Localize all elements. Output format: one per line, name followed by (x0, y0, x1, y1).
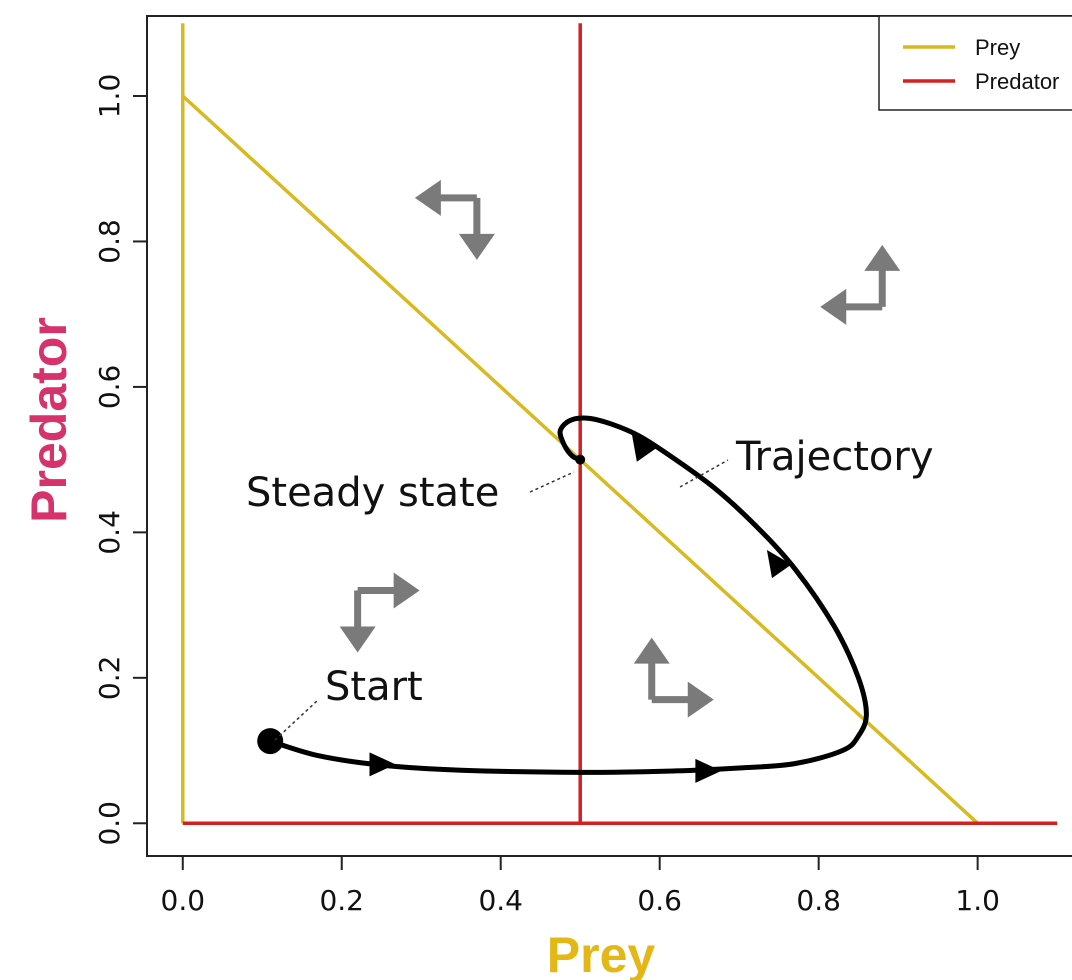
trajectory-label: Trajectory (735, 434, 934, 480)
start-label: Start (325, 664, 423, 710)
x-tick-label: 0.8 (796, 884, 841, 917)
flow-arrowhead-horizontal (393, 572, 420, 609)
start-point-marker (257, 728, 284, 755)
flow-arrow (339, 572, 420, 653)
y-axis-label: Predator (21, 317, 77, 523)
trajectory-arrowhead (631, 433, 657, 462)
legend-predator-label: Predator (975, 69, 1059, 94)
steady-state-marker (575, 454, 586, 465)
x-tick-label: 0.4 (478, 884, 523, 917)
trajectory-layer (257, 415, 869, 783)
y-tick-label: 0.6 (93, 365, 126, 410)
flow-arrowhead-vertical (864, 244, 901, 271)
series-layer (181, 23, 1058, 826)
steady-state-label: Steady state (246, 470, 499, 516)
flow-arrow-layer (339, 179, 901, 718)
y-tick-label: 0.8 (93, 219, 126, 264)
trajectory-arrowhead (766, 549, 792, 579)
flow-arrowhead-vertical (339, 626, 376, 653)
steady-state-leader-line (529, 471, 575, 493)
legend-box (878, 15, 1072, 111)
y-tick-label: 0.4 (93, 510, 126, 555)
axis-layer: 0.0 0.2 0.4 0.6 0.8 1.0 0.0 0.2 0.4 0.6 0.8 1.0 (93, 74, 1000, 917)
trajectory-line (267, 415, 869, 775)
flow-arrowhead-horizontal (687, 681, 714, 718)
x-tick-label: 0.6 (637, 884, 682, 917)
trajectory-arrowhead (695, 758, 722, 783)
y-tick-label: 0.0 (93, 801, 126, 846)
flow-arrowhead-vertical (633, 637, 670, 664)
y-tick-label: 1.0 (93, 74, 126, 119)
flow-arrowhead-horizontal (820, 288, 847, 325)
flow-arrow (633, 637, 714, 718)
trajectory-arrowhead (369, 752, 396, 777)
x-tick-label: 0.0 (161, 884, 206, 917)
legend-prey-label: Prey (975, 35, 1020, 60)
flow-arrowhead-vertical (458, 233, 495, 260)
y-tick-label: 0.2 (93, 656, 126, 701)
x-tick-label: 0.2 (319, 884, 364, 917)
x-axis-label: Prey (547, 927, 656, 980)
start-leader-line (274, 699, 319, 741)
x-tick-label: 1.0 (955, 884, 1000, 917)
flow-arrowhead-horizontal (414, 179, 441, 216)
flow-arrow (820, 244, 901, 325)
flow-arrow (414, 179, 495, 260)
legend: Prey Predator (878, 15, 1072, 111)
annotations: Start Steady state Trajectory (246, 434, 934, 741)
plot-frame (146, 15, 1072, 857)
